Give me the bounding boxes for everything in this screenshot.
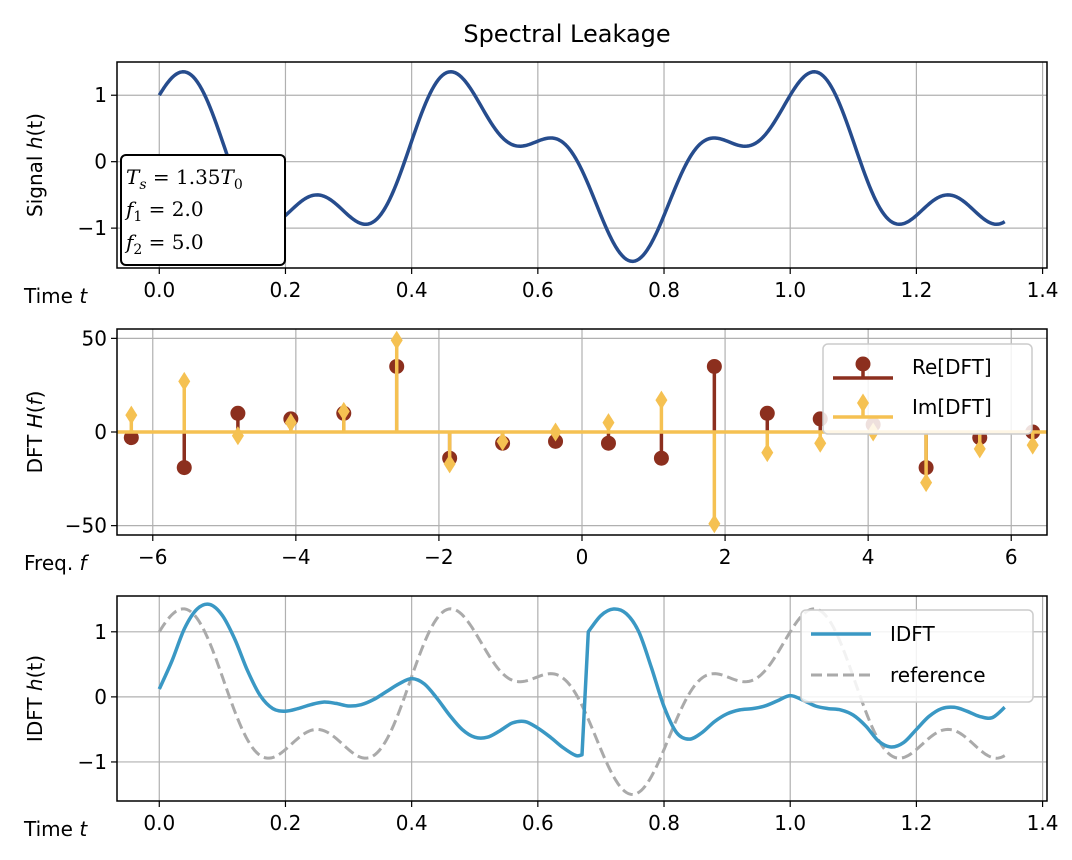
axes-frame — [116, 61, 1048, 269]
axes-frame — [116, 328, 1048, 536]
im-marker — [284, 413, 297, 433]
re-marker — [706, 358, 722, 374]
im-marker — [708, 514, 721, 534]
y-tick-label: 1 — [94, 83, 107, 107]
y-tick-label: −1 — [78, 750, 107, 774]
legend-re-label: Re[DFT] — [912, 355, 992, 379]
im-marker — [920, 473, 933, 493]
x-axis-label: Time t — [23, 284, 88, 308]
idft-panel: 0.0 0.2 0.4 0.6 0.8 1.0 1.2 1.4 1 0 −1 Time t IDFT h… — [23, 595, 1059, 841]
x-tick-label: 1.2 — [900, 811, 932, 835]
y-tick-label: 50 — [82, 326, 107, 350]
re-marker — [653, 450, 669, 466]
x-tick-label: 0.0 — [143, 278, 175, 302]
signal-line — [157, 70, 1006, 264]
x-tick-label: 0.8 — [648, 811, 680, 835]
y-tick-label: 0 — [94, 150, 107, 174]
x-tick-label: 1.4 — [1027, 278, 1059, 302]
legend-im-label: Im[DFT] — [912, 395, 992, 419]
x-tick-label: 1.4 — [1027, 811, 1059, 835]
y-axis-label: DFT H(f) — [23, 391, 47, 474]
x-tick-label: 0.4 — [396, 278, 428, 302]
x-tick-label: −4 — [281, 545, 310, 569]
x-tick-label: 0.8 — [648, 278, 680, 302]
x-tick-label: 0.2 — [270, 278, 302, 302]
x-tick-label: 1.0 — [774, 278, 806, 302]
y-tick-label: −1 — [78, 216, 107, 240]
legend-reference-label: reference — [890, 663, 986, 687]
legend-idft-label: IDFT — [890, 622, 935, 646]
idft-line — [157, 602, 1006, 758]
x-axis-label: Freq. f — [24, 551, 90, 575]
legend-re-marker — [855, 356, 871, 372]
im-marker — [178, 371, 191, 391]
legend: Re[DFT] Im[DFT] — [822, 343, 1033, 435]
x-tick-label: 0.4 — [396, 811, 428, 835]
x-tick-label: 1.0 — [774, 811, 806, 835]
im-marker — [443, 454, 456, 474]
re-marker — [230, 405, 246, 421]
x-tick-label: 0 — [576, 545, 589, 569]
y-tick-label: 0 — [94, 685, 107, 709]
info-line-f1: f1 = 2.0 — [124, 197, 204, 225]
legend-im-marker — [857, 393, 869, 413]
x-tick-label: 6 — [1005, 545, 1018, 569]
x-tick-label: −6 — [138, 545, 167, 569]
im-marker — [761, 443, 774, 463]
signal-panel: 0.0 0.2 0.4 0.6 0.8 1.0 1.2 1.4 1 0 −1 Time t Signal… — [23, 61, 1059, 308]
re-marker — [759, 405, 775, 421]
im-marker — [496, 431, 509, 451]
axes-frame — [116, 595, 1048, 802]
x-axis-label: Time t — [23, 817, 88, 841]
dft-panel: −6 −4 −2 0 2 4 6 50 0 −50 Freq. f DFT H(f) Re[DFT] Im… — [23, 326, 1048, 575]
x-tick-label: −2 — [424, 545, 453, 569]
im-marker — [231, 426, 244, 446]
im-marker — [602, 413, 615, 433]
y-tick-label: 1 — [94, 620, 107, 644]
im-marker — [973, 439, 986, 459]
reference-line — [158, 607, 1006, 796]
legend: IDFT reference — [800, 609, 1034, 703]
im-marker — [390, 330, 403, 350]
info-line-ts: Ts = 1.35T0 — [126, 165, 243, 193]
x-tick-label: 0.6 — [522, 811, 554, 835]
x-tick-label: 4 — [862, 545, 875, 569]
x-tick-label: 0.6 — [522, 278, 554, 302]
re-marker — [176, 460, 192, 476]
x-tick-label: 2 — [719, 545, 732, 569]
y-axis-label: Signal h(t) — [23, 113, 47, 217]
im-marker — [814, 433, 827, 453]
im-marker — [1026, 435, 1039, 455]
x-tick-label: 0.0 — [143, 811, 175, 835]
im-marker — [337, 401, 350, 421]
y-axis-label: IDFT h(t) — [23, 655, 47, 742]
y-tick-label: 0 — [94, 420, 107, 444]
x-tick-label: 1.2 — [900, 278, 932, 302]
re-marker — [123, 430, 139, 446]
im-marker — [125, 405, 138, 425]
x-tick-label: 0.2 — [270, 811, 302, 835]
info-box-frame — [120, 154, 286, 266]
chart-title: Spectral Leakage — [463, 20, 670, 48]
y-tick-label: −50 — [65, 514, 107, 538]
legend-frame — [822, 343, 1033, 435]
re-marker — [600, 435, 616, 451]
im-marker — [655, 390, 668, 410]
